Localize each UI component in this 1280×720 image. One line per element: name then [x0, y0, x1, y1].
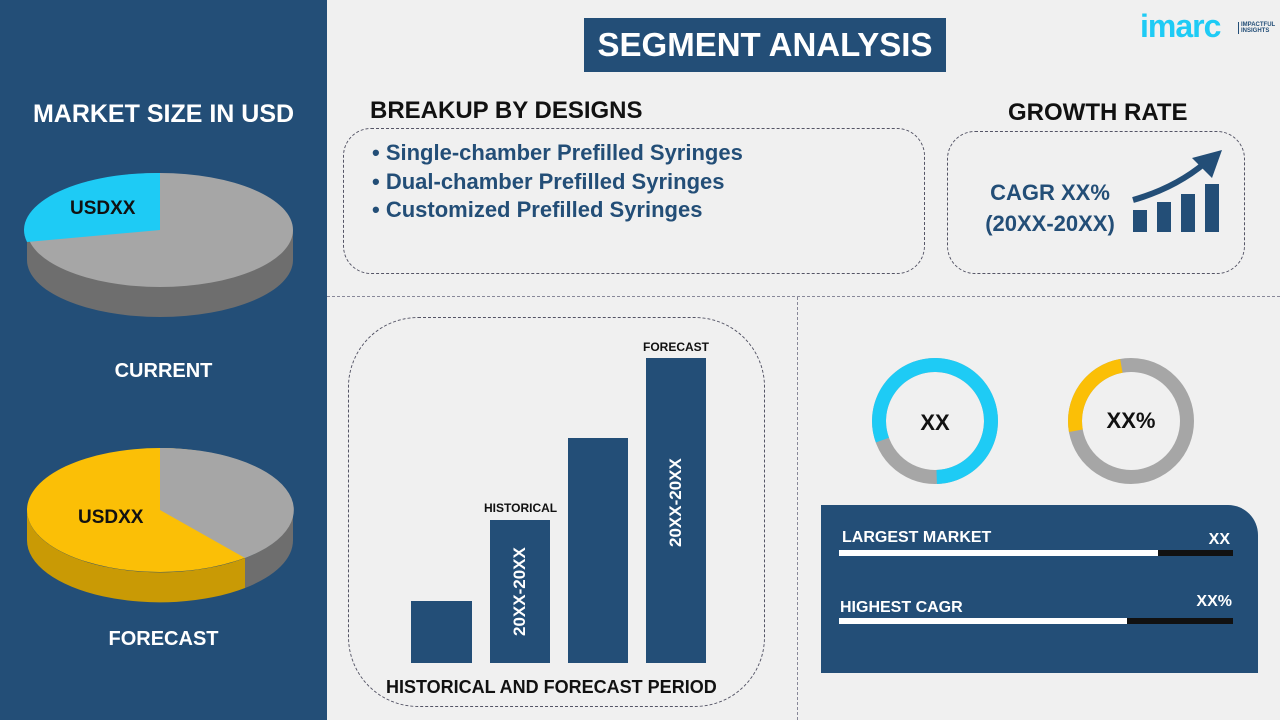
- list-item: • Single-chamber Prefilled Syringes: [372, 140, 743, 165]
- divider-vertical: [797, 297, 798, 720]
- bar-historical: 20XX-20XX: [490, 520, 550, 663]
- bar-1: [411, 601, 472, 663]
- breakup-heading: BREAKUP BY DESIGNS: [370, 97, 643, 124]
- bar-3: [568, 438, 628, 663]
- divider-horizontal: [327, 296, 1280, 297]
- breakup-box: [343, 128, 925, 274]
- donut-2-fill: [1068, 358, 1194, 484]
- donut-1-value: XX: [920, 410, 950, 435]
- largest-market-fill: [839, 550, 1159, 556]
- donut-2-value: XX%: [1106, 408, 1156, 433]
- forecast-value: USDXX: [78, 507, 144, 528]
- forecast-label: FORECAST: [108, 628, 219, 650]
- period-caption: HISTORICAL AND FORECAST PERIOD: [386, 677, 717, 697]
- current-pie: [24, 172, 293, 317]
- donut-1-fill: [872, 358, 998, 484]
- market-size-heading: MARKET SIZE IN USD: [32, 100, 295, 128]
- list-item: • Customized Prefilled Syringes: [372, 197, 703, 222]
- highest-cagr-bar: [839, 618, 1233, 624]
- growth-chart-icon: [1132, 150, 1222, 232]
- growth-heading: GROWTH RATE: [1008, 99, 1188, 126]
- stats-panel: [821, 505, 1258, 673]
- pie-slice-gray: [160, 447, 294, 558]
- forecast-label: FORECAST: [643, 340, 709, 354]
- cagr-period: (20XX-20XX): [985, 211, 1115, 236]
- largest-market-label: LARGEST MARKET: [842, 529, 992, 546]
- largest-market-value: XX: [1208, 531, 1230, 548]
- current-label: CURRENT: [114, 360, 213, 382]
- list-item: • Dual-chamber Prefilled Syringes: [372, 169, 725, 194]
- growth-box: [947, 131, 1245, 274]
- largest-market-bar: [839, 550, 1233, 556]
- bar-forecast: 20XX-20XX: [646, 358, 706, 663]
- highest-cagr-fill: [839, 618, 1127, 624]
- historical-label: HISTORICAL: [484, 501, 558, 515]
- pie-side-gray: [245, 510, 294, 588]
- forecast-pie: [26, 447, 294, 603]
- page-title: SEGMENT ANALYSIS: [584, 18, 946, 72]
- pie-slice-current: [24, 172, 161, 242]
- pie-side-yellow: [26, 510, 245, 603]
- current-value: USDXX: [70, 198, 136, 219]
- logo-tagline: IMPACTFUL INSIGHTS: [1238, 22, 1278, 34]
- donut-charts: [872, 358, 1194, 484]
- highest-cagr-label: HIGHEST CAGR: [840, 599, 963, 616]
- highest-cagr-value: XX%: [1196, 593, 1232, 610]
- cagr-value: CAGR XX%: [990, 180, 1110, 205]
- imarc-logo: imarc: [1140, 8, 1221, 44]
- period-chart-box: [348, 317, 765, 707]
